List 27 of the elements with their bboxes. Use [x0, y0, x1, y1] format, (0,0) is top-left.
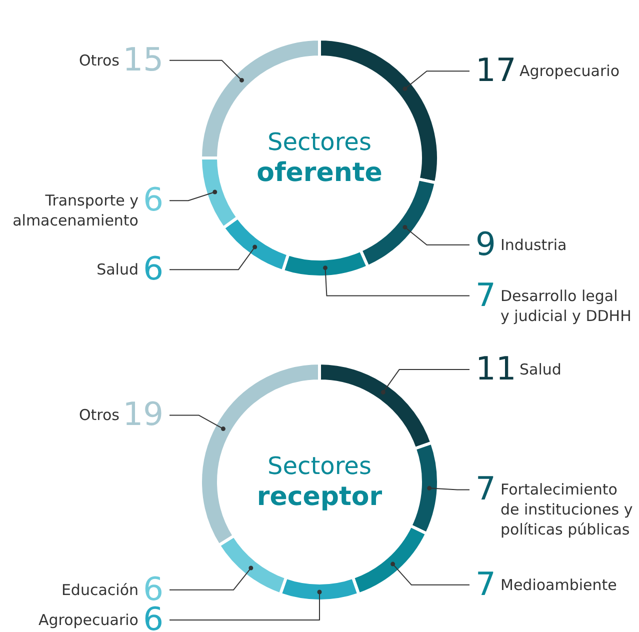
data-label: 6 [143, 180, 164, 219]
slice-label: Agropecuario [38, 611, 138, 629]
data-label: 19 [122, 395, 164, 434]
data-label: 15 [122, 40, 164, 78]
data-label: 11 [476, 349, 516, 388]
slice-label: Transporte y almacenamiento [12, 192, 139, 230]
data-label: 6 [143, 600, 164, 632]
slice-label: Agropecuario [520, 62, 620, 80]
data-label: 6 [143, 250, 164, 288]
slice-label: Fortalecimiento de instituciones y políticas públicas [500, 480, 633, 539]
text: Sectores [268, 452, 372, 480]
text: Sectores [268, 128, 372, 156]
text: receptor [256, 482, 382, 512]
text: oferente [256, 158, 382, 188]
data-label: 7 [476, 564, 496, 603]
data-label: 7 [476, 470, 496, 508]
slice-label: Desarrollo legal y judicial y DDHH [500, 286, 632, 325]
data-label: 9 [476, 224, 496, 263]
slice-label: Industria [500, 236, 567, 254]
data-label: 17 [476, 51, 516, 90]
data-label: 7 [476, 276, 496, 314]
slice-label: Salud [96, 260, 138, 279]
slice-label: Otros [78, 406, 120, 424]
slice-label: Medioambiente [500, 576, 617, 594]
slice-label: Salud [520, 360, 562, 378]
slice-label: Otros [78, 51, 120, 70]
slice-label: Educación [61, 580, 138, 599]
